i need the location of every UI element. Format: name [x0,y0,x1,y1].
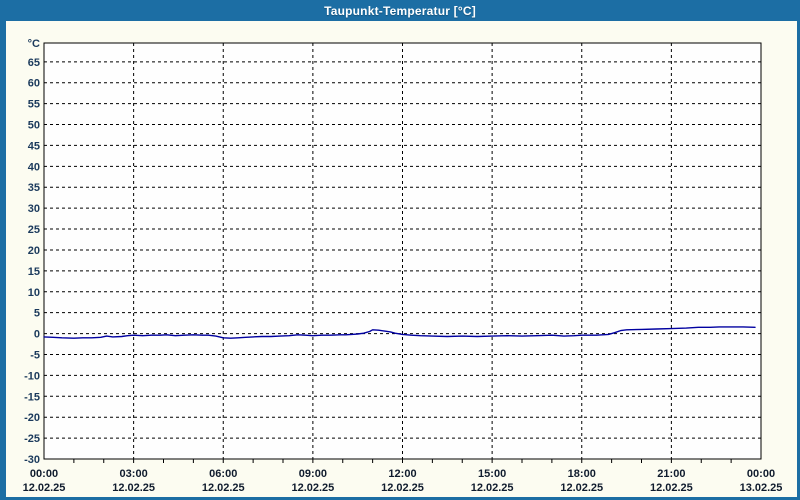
data-line [43,326,756,339]
y-tick-label: 5 [34,308,40,320]
plot-frame [43,42,762,460]
x-time-label: 03:00 [120,468,148,480]
y-tick-label: 60 [28,78,40,90]
y-tick-label: 20 [28,245,40,257]
x-time-label: 09:00 [299,468,327,480]
title-bar[interactable]: Taupunkt-Temperatur [°C] [0,0,800,21]
window-title: Taupunkt-Temperatur [°C] [324,3,476,18]
y-tick-label: 35 [28,182,40,194]
y-tick-label: 50 [28,120,40,132]
x-date-label: 12.02.25 [560,482,603,494]
x-date-label: 12.02.25 [202,482,245,494]
x-date-label: 12.02.25 [112,482,155,494]
y-tick-label: -10 [24,370,40,382]
x-date-label: 12.02.25 [471,482,514,494]
x-date-label: 12.02.25 [381,482,424,494]
y-tick-label: 0 [34,329,40,341]
y-tick-label: 40 [28,161,40,173]
y-tick-label: -5 [30,349,40,361]
x-time-label: 00:00 [30,468,58,480]
y-tick-label: 25 [28,224,40,236]
x-time-label: 18:00 [568,468,596,480]
y-tick-label: -25 [24,433,40,445]
y-tick-label: 65 [28,57,40,69]
y-tick-label: 45 [28,140,40,152]
x-time-label: 00:00 [747,468,775,480]
y-tick-label: -15 [24,391,40,403]
x-time-label: 06:00 [209,468,237,480]
y-tick-label: 55 [28,99,40,111]
y-axis-unit-label: °C [28,38,40,50]
y-tick-label: -30 [24,454,40,466]
x-time-label: 21:00 [657,468,685,480]
x-date-label: 12.02.25 [291,482,334,494]
x-date-label: 12.02.25 [650,482,693,494]
x-date-label: 13.02.25 [740,482,783,494]
y-tick-label: 30 [28,203,40,215]
x-date-label: 12.02.25 [23,482,66,494]
y-tick-label: 10 [28,287,40,299]
plot-background [44,43,761,459]
y-tick-label: -20 [24,412,40,424]
x-time-label: 15:00 [478,468,506,480]
x-time-label: 12:00 [388,468,416,480]
y-tick-label: 15 [28,266,40,278]
